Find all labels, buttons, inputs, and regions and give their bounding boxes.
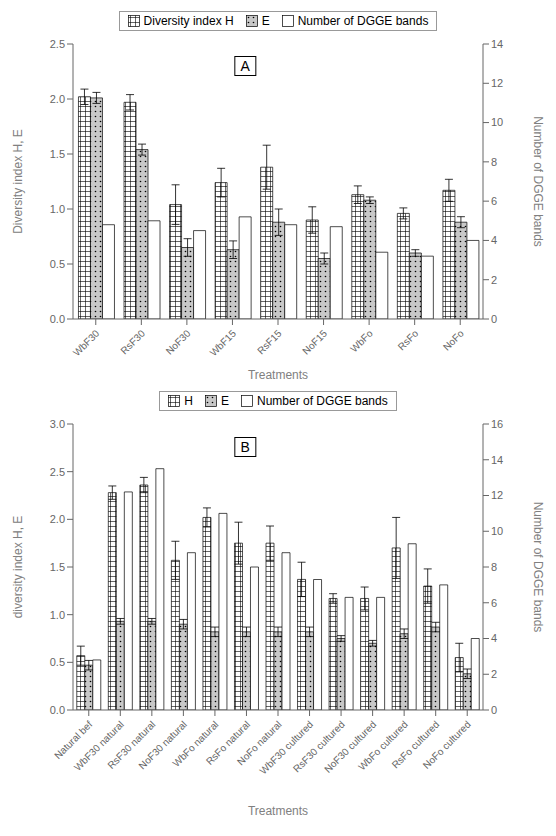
svg-text:Number of DGGE bands: Number of DGGE bands [531,502,545,633]
svg-text:0.0: 0.0 [50,704,65,716]
svg-text:0: 0 [491,704,497,716]
svg-text:2.5: 2.5 [50,466,65,478]
svg-text:Number of DGGE bands: Number of DGGE bands [531,116,545,247]
svg-text:10: 10 [491,116,503,128]
svg-text:12: 12 [491,489,503,501]
svg-text:6: 6 [491,195,497,207]
html-text:H: H [184,394,193,408]
svg-text:14: 14 [491,38,503,50]
svg-text:1.5: 1.5 [50,148,65,160]
svg-text:0.5: 0.5 [50,656,65,668]
svg-text:8: 8 [491,561,497,573]
html-text:Number of DGGE bands: Number of DGGE bands [297,14,429,28]
svg-text:Diversity index H, E: Diversity index H, E [11,129,25,234]
html-text:A: A [240,58,250,74]
svg-text:2: 2 [491,668,497,680]
svg-text:12: 12 [491,77,503,89]
html-text:B: B [240,438,250,455]
svg-text:2: 2 [491,274,497,286]
svg-text:4: 4 [491,234,497,246]
svg-text:RsFo cultured: RsFo cultured [389,718,442,771]
svg-text:WbF30 natural: WbF30 natural [71,718,126,773]
svg-text:0.5: 0.5 [50,258,65,270]
svg-text:WbFo cultured: WbFo cultured [356,718,410,773]
svg-text:NoFo cultured: NoFo cultured [421,719,473,771]
svg-text:NoF30: NoF30 [164,327,193,356]
svg-text:6: 6 [491,597,497,609]
html-text:Diversity index H: Diversity index H [143,14,234,28]
svg-text:1.5: 1.5 [50,561,65,573]
svg-text:RsF30 cultured: RsF30 cultured [291,718,347,775]
svg-text:NoF30 cultured: NoF30 cultured [322,718,379,775]
html-text:Number of DGGE bands: Number of DGGE bands [257,394,388,408]
svg-text:Treatments: Treatments [248,368,308,382]
svg-text:2.0: 2.0 [50,93,65,105]
svg-text:0: 0 [491,313,497,325]
svg-text:RsFo natural: RsFo natural [203,718,253,767]
svg-text:2.0: 2.0 [50,513,65,525]
svg-text:RsF30: RsF30 [118,327,147,356]
html-text:E: E [261,14,270,28]
svg-text:2.5: 2.5 [50,38,65,50]
svg-text:8: 8 [491,156,497,168]
svg-text:WbFo: WbFo [348,327,375,354]
svg-text:NoFo: NoFo [441,327,466,352]
svg-text:Treatments: Treatments [248,804,308,818]
svg-text:4: 4 [491,632,497,644]
svg-text:0.0: 0.0 [50,313,65,325]
svg-text:3.0: 3.0 [50,418,65,430]
svg-text:RsF15: RsF15 [255,327,284,356]
svg-text:RsFo: RsFo [396,327,421,352]
svg-text:16: 16 [491,418,503,430]
svg-text:diversity index H, E: diversity index H, E [11,516,25,619]
svg-text:1.0: 1.0 [50,203,65,215]
svg-text:14: 14 [491,454,503,466]
svg-text:WbF30: WbF30 [71,327,102,358]
html-text:E: E [221,394,229,408]
svg-text:WbF30 cultured: WbF30 cultured [257,719,315,777]
svg-text:NoF30 natural: NoF30 natural [136,718,189,772]
svg-text:10: 10 [491,525,503,537]
svg-text:NoF15: NoF15 [300,327,329,356]
svg-text:NoFo natural: NoFo natural [235,718,284,768]
svg-text:WbFo natural: WbFo natural [170,718,221,769]
svg-text:WbF15: WbF15 [208,327,239,358]
svg-text:1.0: 1.0 [50,609,65,621]
svg-text:RsF30 natural: RsF30 natural [105,718,158,771]
svg-text:Natural bef: Natural bef [52,718,95,762]
